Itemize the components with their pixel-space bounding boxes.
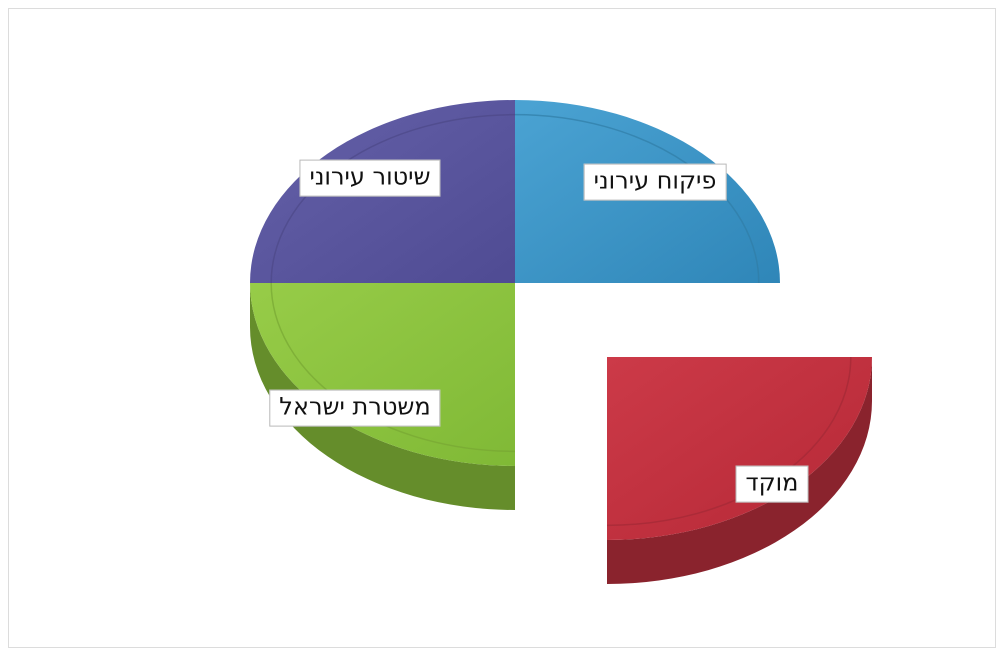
slice-label-3: משטרת ישראל [269, 389, 441, 427]
slice-label-4: שיטור עירוני [299, 159, 441, 197]
slice-label-1: פיקוח עירוני [583, 163, 727, 201]
slice-label-2: מוקד [735, 465, 809, 503]
pie-slice-2 [606, 356, 872, 584]
slice-side-wall [607, 357, 872, 584]
slice-top-face [250, 283, 515, 466]
slice-top-face [607, 357, 872, 540]
